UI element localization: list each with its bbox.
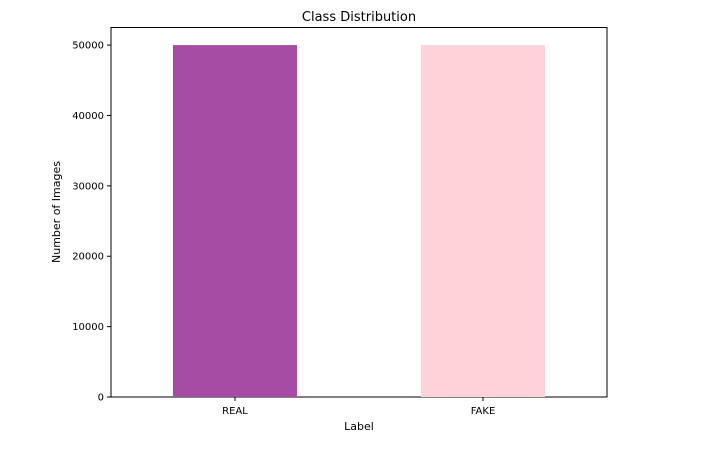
y-tick-label: 10000 (72, 322, 104, 333)
y-tick-label: 40000 (72, 111, 104, 122)
bar-fake (421, 45, 545, 397)
x-axis-label: Label (344, 420, 374, 433)
y-axis-label: Number of Images (50, 161, 63, 263)
y-tick-label: 30000 (72, 181, 104, 192)
bar-real (173, 45, 297, 397)
y-tick-label: 0 (98, 393, 104, 404)
chart-title: Class Distribution (302, 10, 416, 25)
x-tick-label: REAL (222, 406, 248, 417)
x-tick-label: FAKE (471, 406, 496, 417)
y-tick-label: 50000 (72, 41, 104, 52)
plot-area (110, 27, 608, 398)
y-tick-label: 20000 (72, 252, 104, 263)
